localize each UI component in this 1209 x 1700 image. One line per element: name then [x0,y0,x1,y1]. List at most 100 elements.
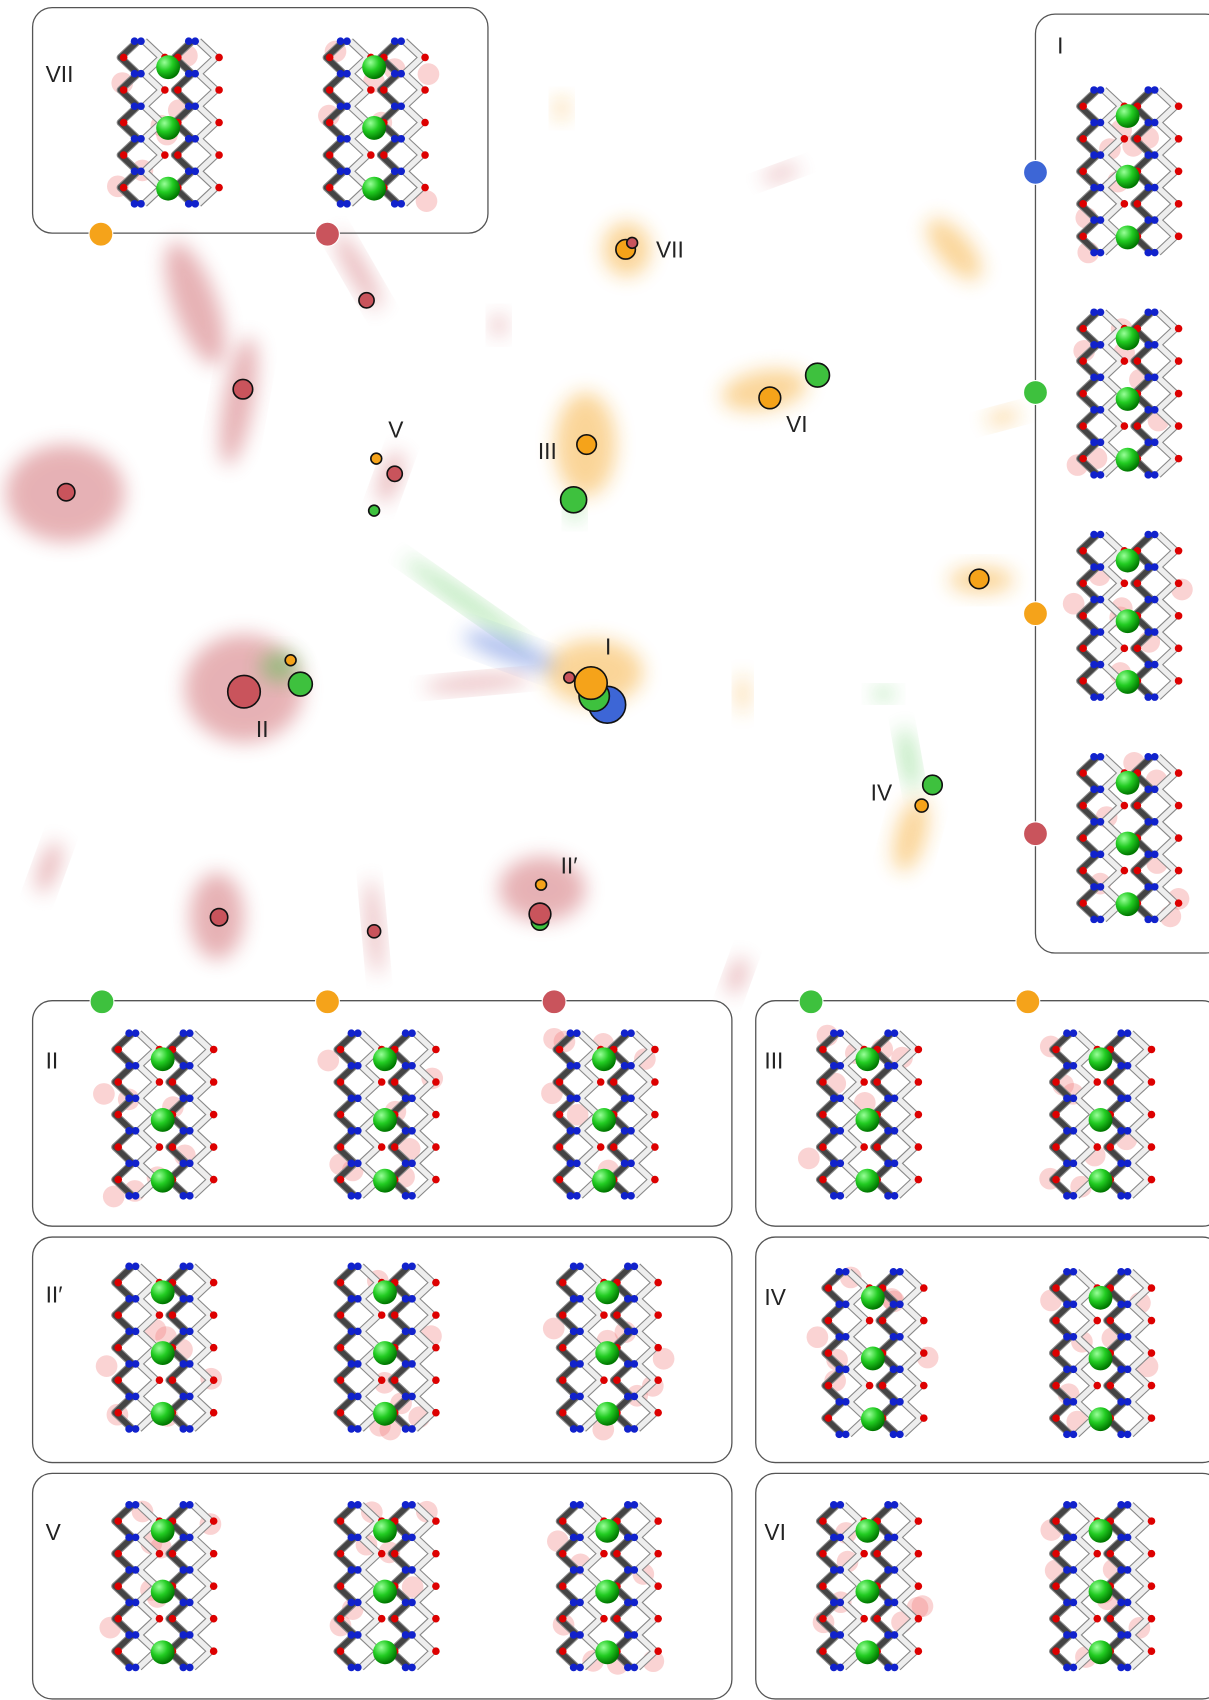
ion [156,55,181,80]
ion [1115,892,1140,917]
atom [1069,1267,1078,1276]
state-marker [89,989,115,1015]
atom [620,1029,629,1038]
ion-density [102,1185,125,1208]
atom [1123,1267,1132,1276]
atom [354,1127,362,1135]
atom [836,1029,845,1038]
atom [830,1533,838,1542]
atom [1052,1614,1060,1623]
atom [630,1392,639,1401]
atom [1123,1029,1132,1038]
atom [1144,563,1153,571]
atom [1052,1175,1060,1184]
atom [191,134,200,143]
atom [1096,151,1105,159]
atom [179,1598,188,1607]
atom [627,1159,635,1168]
atom [573,1159,581,1168]
atom [860,1078,868,1086]
ion [1088,1407,1113,1432]
atom [1150,883,1159,891]
atom [119,53,128,62]
atom [336,1175,345,1184]
atom [1150,693,1159,701]
atom [408,1029,416,1038]
ion [855,1047,880,1072]
atom [1096,248,1105,257]
atom [131,1061,140,1070]
atom [620,1159,629,1168]
map-point [386,465,404,483]
atom [168,1143,177,1151]
atom [890,1094,899,1103]
atom [131,1262,140,1271]
atom [125,1094,133,1103]
atom [432,1582,440,1590]
ion-density [797,1147,820,1170]
atom [1123,1333,1132,1341]
atom [1096,86,1105,94]
atom [1174,866,1183,875]
atom [209,1311,218,1319]
atom [884,1663,892,1672]
atom [125,1029,133,1038]
map-point [576,433,598,456]
atom [390,1376,399,1384]
strand [190,1264,214,1431]
atom [555,1143,564,1151]
state-marker [1022,821,1048,847]
atom [558,1647,567,1656]
atom [1117,1533,1125,1542]
atom [873,1549,881,1558]
atom [186,1192,194,1200]
atom [125,1566,133,1574]
atom [1144,406,1153,414]
atom [401,1262,410,1271]
atom [209,1278,218,1287]
atom [137,200,145,208]
state-marker [1022,601,1048,627]
atom [347,1192,356,1200]
atom [873,1614,881,1623]
atom [401,1127,410,1135]
atom [576,1631,584,1639]
atom [1090,628,1098,636]
atom [651,1110,659,1119]
atom [186,1094,194,1103]
atom [830,1631,838,1639]
ion [1088,1518,1113,1543]
atom [347,1501,356,1509]
atom [131,1159,140,1168]
atom [1117,1267,1125,1276]
atom [125,1127,133,1135]
atom [191,37,200,45]
atom [1090,471,1098,479]
atom [630,1663,639,1672]
map-label: III [538,438,557,464]
atom [161,151,169,159]
atom [354,1327,362,1336]
atom [890,1029,899,1038]
ion-density [566,1103,589,1126]
atom [1090,883,1098,891]
atom [558,1278,567,1287]
atom [1174,612,1183,620]
atom [168,1078,177,1086]
atom [1090,915,1098,924]
atom [835,1267,844,1276]
ion [362,116,387,140]
atom [1079,357,1087,365]
atom [125,1295,133,1303]
atom [179,1533,188,1542]
map-point [209,907,229,927]
atom [824,1414,833,1422]
atom [1079,102,1087,111]
atom [558,1343,567,1352]
atom [1090,216,1098,224]
atom [1093,1316,1102,1325]
atom [343,134,351,143]
atom [1174,324,1183,333]
atom [408,1127,416,1135]
